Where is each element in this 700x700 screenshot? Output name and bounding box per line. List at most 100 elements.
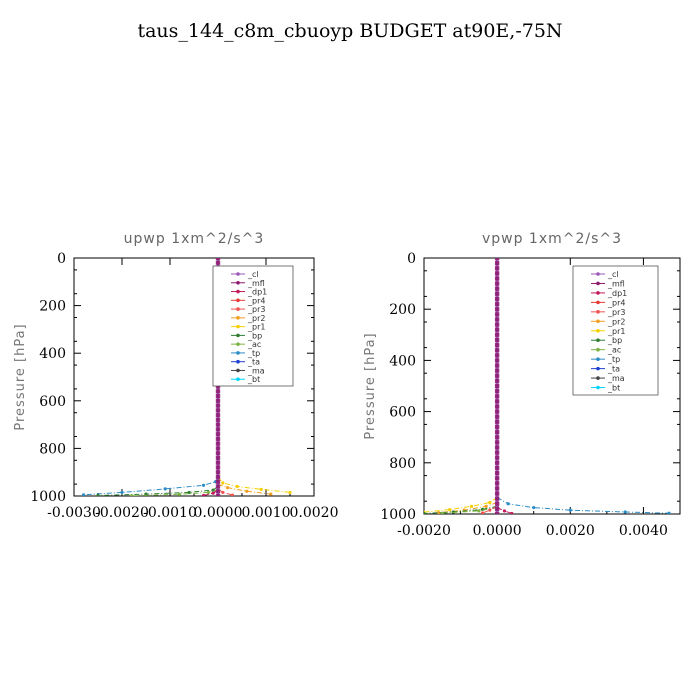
zero-marker — [494, 501, 500, 506]
y-tick-label: 400 — [389, 353, 416, 369]
series-point-pr2 — [226, 486, 230, 490]
series-line-bp — [424, 505, 498, 514]
legend-label: _bp — [247, 331, 262, 340]
series-point-pr2 — [484, 504, 488, 508]
x-tick-label: 0.0010 — [242, 505, 291, 521]
zero-marker — [494, 348, 500, 353]
series-point-pr1 — [488, 500, 492, 505]
zero-marker — [215, 465, 221, 470]
zero-marker — [215, 427, 221, 432]
y-axis-label: Pressure [hPa] — [363, 332, 378, 439]
zero-marker — [215, 446, 221, 451]
zero-marker — [494, 373, 500, 378]
zero-marker — [494, 445, 500, 450]
legend-swatch-marker — [596, 385, 600, 390]
legend-box — [572, 265, 659, 396]
zero-marker — [494, 286, 500, 291]
zero-marker — [215, 408, 221, 413]
legend-label: _pr4 — [247, 296, 265, 305]
zero-marker — [494, 271, 500, 276]
legend-swatch-marker — [596, 310, 600, 314]
zero-marker — [215, 441, 221, 446]
page-title: taus_144_c8m_cbuoyp BUDGET at90E,-75N — [137, 20, 563, 42]
zero-marker — [494, 476, 500, 481]
legend-label: _pr3 — [607, 308, 625, 317]
series-point-pr3 — [230, 493, 234, 496]
series-line-dp1 — [496, 507, 512, 514]
zero-marker — [494, 486, 500, 491]
zero-marker — [494, 358, 500, 363]
legend-label: _tp — [607, 355, 620, 364]
series-point-pr3 — [488, 508, 492, 512]
series-point-bp — [187, 490, 191, 495]
legend-swatch-marker — [236, 316, 240, 320]
zero-marker — [494, 394, 500, 399]
legend-box — [212, 265, 294, 387]
series-point-ac — [178, 492, 182, 496]
series-point-pr3 — [221, 490, 225, 495]
series-line-pr2 — [438, 502, 498, 514]
legend-swatch-marker — [236, 377, 240, 382]
series-point-ac — [206, 490, 210, 495]
legend-swatch-marker — [596, 300, 600, 305]
zero-marker — [215, 413, 221, 418]
zero-marker — [494, 258, 500, 260]
x-tick-label: 0.0000 — [473, 523, 522, 539]
x-tick-label: 0.0020 — [290, 505, 339, 521]
series-point-tp — [163, 487, 167, 491]
legend-label: _pr4 — [607, 298, 625, 307]
series-point-pr1 — [288, 490, 292, 495]
series-point-dp1 — [502, 509, 507, 513]
legend-swatch-marker — [596, 319, 600, 324]
legend-swatch-marker — [236, 280, 240, 285]
series-point-pr1 — [469, 504, 474, 508]
y-tick-label: 800 — [389, 456, 416, 472]
zero-marker — [494, 450, 500, 455]
legend: _cl_mfl_dp1_pr4_pr3_pr2_pr1_bp_ac_tp_ta_… — [572, 265, 659, 396]
legend-swatch-marker — [596, 376, 600, 380]
zero-marker — [215, 489, 221, 494]
legend-label: _ta — [247, 358, 260, 367]
legend-label: _pr2 — [607, 317, 625, 326]
zero-marker — [494, 414, 500, 419]
zero-marker — [494, 353, 500, 358]
series-point-tp — [667, 511, 671, 514]
zero-marker — [215, 398, 221, 403]
legend-swatch-marker — [236, 289, 240, 294]
chart-panel-vpwp: vpwp 1xm^2/s^3 Pressure [hPa] 0 200 400 600 80… — [363, 231, 681, 539]
zero-marker — [215, 494, 221, 496]
zero-marker — [494, 276, 500, 281]
zero-marker — [494, 471, 500, 476]
series-point-tp — [506, 502, 510, 506]
zero-marker — [494, 440, 500, 445]
y-tick-label: 800 — [39, 441, 66, 457]
legend-swatch-marker — [596, 338, 600, 343]
series-line-pr2 — [217, 483, 271, 495]
zero-marker — [215, 389, 221, 394]
legend-label: _bt — [247, 375, 260, 384]
zero-marker — [215, 451, 221, 456]
x-tick-label: 0.0000 — [194, 505, 243, 521]
legend-label: _mfl — [247, 279, 265, 288]
legend-swatch-marker — [596, 347, 600, 352]
zero-marker — [494, 506, 500, 511]
chart-title: vpwp 1xm^2/s^3 — [482, 231, 622, 247]
series-point-pr1 — [259, 487, 263, 491]
zero-marker — [215, 258, 221, 260]
zero-marker — [494, 337, 500, 342]
series-line-pr3 — [482, 505, 498, 514]
zero-marker — [215, 403, 221, 408]
legend-swatch-marker — [236, 272, 240, 276]
series-point-ac — [440, 511, 444, 514]
legend-label: _dp1 — [607, 289, 627, 298]
x-tick-label: -0.0010 — [143, 505, 197, 521]
zero-marker — [494, 404, 500, 409]
legend-swatch-marker — [236, 342, 240, 346]
series-point-pr1 — [448, 508, 452, 512]
legend-swatch-marker — [596, 291, 600, 295]
x-tick-label: -0.0030 — [47, 505, 101, 521]
legend-label: _cl — [247, 270, 259, 279]
legend-swatch-marker — [596, 328, 600, 333]
series-point-tp — [532, 506, 536, 510]
zero-marker — [494, 281, 500, 286]
